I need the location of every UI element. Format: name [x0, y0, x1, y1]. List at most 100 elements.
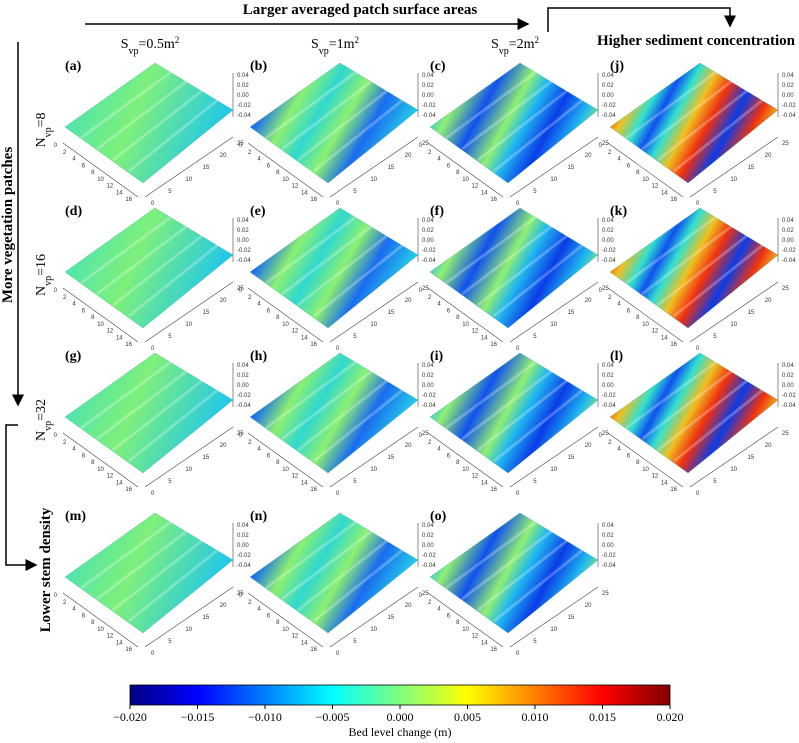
z-tick-label: -0.04 [602, 258, 616, 264]
ridge [80, 215, 172, 285]
x-axis [607, 142, 684, 198]
z-tick-label: 0.04 [602, 363, 614, 369]
ridge [96, 529, 188, 601]
x-tick-label: 14 [301, 480, 308, 486]
x-tick-label: 10 [282, 177, 289, 183]
y-tick-label: 0 [696, 346, 700, 352]
y-tick-label: 25 [237, 141, 244, 147]
z-tick-label: 0.00 [602, 93, 614, 99]
y-axis [144, 426, 234, 488]
x-tick-label: 14 [116, 190, 123, 196]
y-axis [509, 426, 599, 488]
x-axis [607, 287, 684, 343]
y-tick-label: 15 [748, 310, 755, 316]
x-tick-label: 2 [428, 440, 432, 446]
z-tick-label: 0.02 [602, 83, 614, 89]
x-tick-label: 4 [257, 447, 261, 453]
z-tick-label: -0.04 [422, 403, 436, 409]
z-tick-label: 0.02 [422, 533, 434, 539]
y-tick-label: 15 [203, 455, 210, 461]
x-tick-label: 0 [419, 433, 423, 439]
x-tick-label: 16 [490, 342, 497, 348]
ridge [477, 538, 569, 612]
z-tick-label: -0.04 [782, 258, 796, 264]
panel-label: (a) [65, 59, 82, 74]
column-header: Svp=2m2 [491, 35, 539, 57]
y-tick-label: 5 [533, 639, 537, 645]
ridge [313, 387, 405, 463]
x-tick-label: 8 [636, 460, 640, 466]
y-tick-label: 20 [405, 153, 412, 159]
z-tick-label: 0.00 [602, 238, 614, 244]
x-tick-label: 0 [54, 288, 58, 294]
z-tick-label: 0.04 [237, 73, 249, 79]
panel: 024681012141605101520250.040.020.00-0.02… [599, 349, 797, 497]
y-tick-label: 10 [370, 467, 377, 473]
z-tick-label: 0.00 [237, 543, 249, 549]
y-tick-label: 0 [516, 491, 520, 497]
superscript: 2 [355, 35, 360, 45]
y-tick-label: 5 [713, 334, 717, 340]
ridge [96, 369, 188, 441]
x-axis [247, 142, 324, 198]
x-tick-label: 4 [257, 302, 261, 308]
z-tick-label: 0.02 [422, 373, 434, 379]
y-tick-label: 20 [765, 153, 772, 159]
x-tick-label: 10 [462, 467, 469, 473]
z-tick-label: -0.02 [237, 248, 251, 254]
panel-label: (d) [65, 204, 82, 219]
symbol: N [34, 137, 49, 147]
x-tick-label: 12 [107, 474, 114, 480]
ridge [673, 242, 765, 318]
x-axis [427, 287, 504, 343]
colorbar-tick-label: −0.020 [113, 710, 147, 724]
colorbar-tick-label: −0.010 [248, 710, 282, 724]
y-axis [509, 586, 599, 648]
y-tick-label: 20 [405, 443, 412, 449]
top-arrow-label: Larger averaged patch surface areas [243, 2, 478, 18]
x-tick-label: 14 [481, 480, 488, 486]
y-tick-label: 20 [220, 153, 227, 159]
subscript: vp [129, 46, 139, 57]
x-tick-label: 0 [599, 288, 603, 294]
z-tick-label: -0.02 [422, 393, 436, 399]
y-tick-label: 5 [353, 334, 357, 340]
panel: 024681012141605101520250.040.020.00-0.02… [239, 349, 437, 497]
y-tick-label: 20 [585, 298, 592, 304]
x-tick-label: 8 [636, 315, 640, 321]
ridge [112, 378, 204, 452]
ridge [657, 378, 749, 452]
ridge [641, 224, 733, 296]
z-tick-label: -0.04 [422, 113, 436, 119]
y-axis [144, 136, 234, 198]
bottom-left-arrow [5, 424, 38, 571]
x-tick-label: 0 [54, 143, 58, 149]
z-tick-label: 0.02 [237, 83, 249, 89]
ridge [96, 224, 188, 296]
panel-label: (j) [610, 59, 624, 74]
ridge [297, 88, 389, 162]
z-tick-label: -0.02 [602, 393, 616, 399]
y-axis [509, 136, 599, 198]
y-tick-label: 0 [336, 201, 340, 207]
ridge [493, 242, 585, 318]
z-tick-label: -0.04 [782, 113, 796, 119]
x-tick-label: 10 [642, 467, 649, 473]
ridge [96, 79, 188, 151]
colorbar-tick-label: 0.015 [589, 710, 616, 724]
x-tick-label: 10 [462, 322, 469, 328]
x-tick-label: 0 [599, 433, 603, 439]
x-tick-label: 16 [310, 487, 317, 493]
z-tick-label: 0.04 [602, 73, 614, 79]
x-tick-label: 14 [481, 335, 488, 341]
y-tick-label: 0 [516, 346, 520, 352]
z-tick-label: 0.00 [602, 383, 614, 389]
y-tick-label: 25 [602, 286, 609, 292]
x-tick-label: 4 [72, 157, 76, 163]
x-tick-label: 16 [125, 487, 132, 493]
ridge [112, 88, 204, 162]
ridge [493, 387, 585, 463]
panel-label: (g) [65, 349, 82, 364]
colorbar-label: Bed level change (m) [349, 725, 452, 739]
x-tick-label: 2 [608, 440, 612, 446]
